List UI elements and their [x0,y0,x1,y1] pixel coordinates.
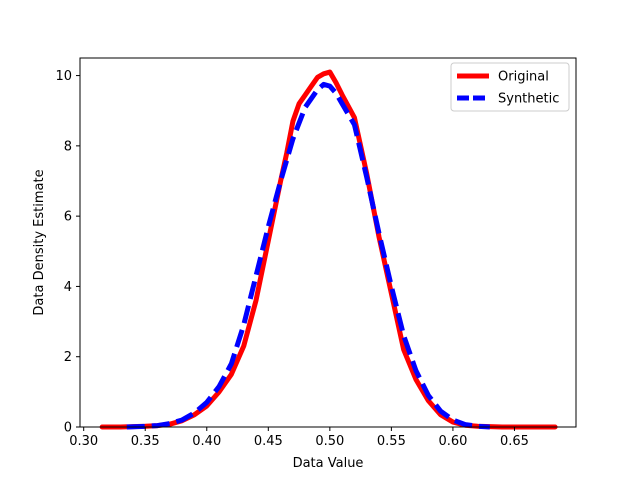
y-tick-label: 4 [64,280,72,295]
x-tick-label: 0.50 [315,434,344,449]
axes-frame [79,57,577,428]
series-layer [99,69,558,430]
y-axis-ticks: 0 2 4 6 8 10 [55,69,80,436]
x-tick-label: 0.35 [131,434,160,449]
y-tick-label: 2 [64,350,72,365]
y-tick-label: 0 [64,421,72,436]
x-tick-label: 0.55 [377,434,406,449]
legend: Original Synthetic [450,62,570,112]
series-line-synthetic [126,81,490,430]
y-tick-label: 6 [64,210,72,225]
y-axis-label: Data Density Estimate [32,169,47,315]
plot-area [80,58,576,427]
x-axis-label: Data Value [293,456,364,471]
plot-background [80,58,576,427]
axes-layer [79,57,577,428]
y-tick-label: 8 [64,139,72,154]
x-tick-label: 0.65 [500,434,529,449]
x-tick-label: 0.60 [438,434,467,449]
x-tick-label: 0.45 [254,434,283,449]
y-tick-label: 10 [55,69,72,84]
x-tick-label: 0.40 [192,434,221,449]
legend-label-original: Original [498,70,549,85]
x-axis-ticks: 0.30 0.35 0.40 0.45 0.50 0.55 0.60 0.65 [69,427,529,449]
x-tick-label: 0.30 [69,434,98,449]
legend-label-synthetic: Synthetic [498,92,559,107]
